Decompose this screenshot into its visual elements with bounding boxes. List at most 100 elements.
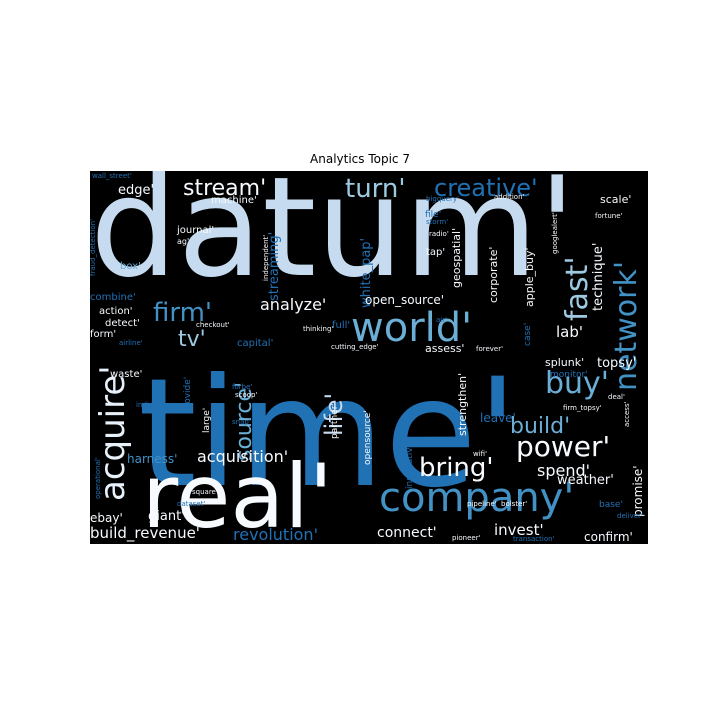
word-harness: harness' [127,452,177,466]
word-company: company' [379,475,574,521]
word-lab: lab' [556,323,583,341]
word-life: life' [320,393,348,436]
word-scale: scale' [600,193,631,206]
word-journal: journal' [176,225,214,236]
word-datum: datum' [90,171,576,308]
word-topsy: topsy' [597,356,636,371]
word-confirm: confirm' [584,530,633,544]
word-scoop: scoop' [235,391,258,399]
word-square: square' [192,488,218,496]
word-apple-buy: apple_buy' [523,247,536,307]
word-cloud-background [90,171,648,544]
word-pipeline: pipeline' [467,500,497,508]
word-checkout: checkout' [196,321,230,329]
word-forbe: forbe' [232,383,252,391]
word-cutting-edge: cutting_edge' [331,343,379,351]
word-action: action' [99,306,133,317]
word-storm: storm' [426,218,448,226]
word-invest: invest' [494,521,544,539]
word-js: js' [180,505,188,514]
word-air: air' [436,316,447,324]
word-geospatial: geospatial' [450,228,463,288]
word-network: network' [609,261,644,391]
word-airline: airline' [119,339,143,347]
word-build: build' [510,414,570,439]
word-technique: technique' [591,243,606,311]
word-bigquery: bigquery' [426,195,459,203]
word-analyze: analyze' [260,295,326,314]
word-thinking: thinking' [303,325,333,333]
word-buy: buy' [545,366,609,401]
word-source: source' [232,382,257,461]
word-revolution: revolution' [233,525,318,544]
word-monitor: monitor' [550,370,588,380]
word-spend: spend' [537,461,590,480]
word-indian: indian' [136,401,159,409]
word-googlealert: googlealert' [551,212,559,254]
word-turn: turn' [345,174,406,204]
word-leave: leave' [480,411,516,425]
word-splunk: splunk' [545,356,584,369]
word-cloud-canvas: datum' time'real' company' world' acquire' ne… [90,171,648,544]
word-independent: independent' [262,235,270,281]
word-corporate: corporate' [487,247,500,303]
word-build-revenue: build_revenue' [90,524,200,543]
word-partner: partner' [330,403,340,439]
word-acquisition: acquisition' [197,447,288,466]
word-strengthen: strengthen' [456,373,469,436]
word-fast: fast' [560,256,595,321]
word-opensource: opensource' [363,410,373,465]
word-time: time' [138,347,518,521]
word-cloud: datum' time' real' company' world' acquire' ne… [90,171,648,544]
word-stream: stream' [183,176,266,201]
word-provide: provide' [183,377,193,413]
word-access: access' [623,401,631,427]
word-innovative: innovative' [405,439,415,489]
word-acquire: acquire' [93,365,133,501]
word-bolster: bolster' [501,500,527,508]
word-case: case' [523,323,533,346]
word-tap: tap' [426,247,445,258]
word-group: datum' time'real' company' world' acquire' ne… [90,171,645,544]
word-combine: combine' [90,292,136,303]
word-dataset: dataset' [177,500,205,508]
word-capital: capital' [237,338,273,349]
word-machine: machine' [211,195,257,206]
word-streaming: streaming' [267,232,282,301]
word-power: power' [516,430,610,463]
word-deliver: deliver' [617,512,643,520]
word-box: box' [120,261,141,272]
word-giant: giant' [148,509,185,524]
word-white-pap: white_pap' [359,238,374,308]
word-forever: forever' [476,345,503,353]
word-firm: firm' [153,298,212,328]
word-assess: assess' [425,342,464,355]
word-large: large' [202,408,212,433]
chart-title: Analytics Topic 7 [310,152,410,166]
word-open-source: open_source' [365,293,444,307]
word-firm-topsy: firm_topsy' [563,404,602,412]
word-addition: addition' [494,193,525,201]
word-operational: operational' [94,457,102,499]
word-world: world' [351,305,472,351]
word-promise: promise' [631,465,645,517]
word-wall-street: wall_street' [92,172,132,180]
word-edge: edge' [118,183,154,198]
word-wifi: wifi' [473,450,487,458]
word-real: real' [142,445,333,544]
word-detect: detect' [105,318,140,329]
word-file: file' [425,210,441,220]
word-waste: waste' [110,369,142,380]
word-weather: weather' [557,473,614,488]
word-fraud-detection: fraud_detection' [90,219,97,276]
word-tv: tv' [178,327,206,352]
word-ebay: ebay' [90,511,123,525]
word-pioneer: pioneer' [452,534,481,542]
word-bring: bring' [419,453,494,483]
word-full: full' [332,320,350,331]
word-transaction: transaction' [513,535,555,543]
word-deal: deal' [608,393,625,401]
word-connect: connect' [377,525,437,541]
word-radio: radio' [429,230,449,238]
